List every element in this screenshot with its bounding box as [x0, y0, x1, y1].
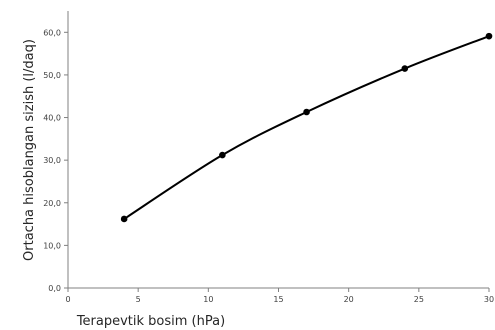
- x-tick-label: 10: [203, 295, 213, 304]
- data-point: [303, 108, 310, 116]
- y-tick-label: 60,0: [43, 28, 61, 37]
- y-tick-label: 30,0: [43, 156, 61, 165]
- data-point: [219, 151, 226, 159]
- x-tick-label: 20: [344, 295, 354, 304]
- x-tick-label: 30: [484, 295, 494, 304]
- y-tick-label: 40,0: [43, 114, 61, 123]
- x-tick-label: 15: [273, 295, 283, 304]
- y-tick-label: 0,0: [48, 284, 61, 293]
- y-axis-ticks: 0,0 10,0 20,0 30,0 40,0 50,0 60,0: [43, 28, 68, 293]
- data-point: [120, 215, 128, 223]
- x-tick-label: 25: [414, 295, 424, 304]
- y-tick-label: 20,0: [43, 199, 61, 208]
- x-axis-title: Terapevtik bosim (hPa): [76, 314, 225, 329]
- x-axis-ticks: 0 5 10 15 20 25 30: [65, 288, 494, 304]
- data-point: [485, 32, 493, 40]
- series-line: [123, 35, 490, 220]
- x-tick-label: 5: [136, 295, 141, 304]
- data-point: [401, 65, 409, 72]
- data-markers: [120, 32, 493, 223]
- y-axis-title: Ortacha hisoblangan sizish (l/daq): [22, 39, 37, 261]
- x-tick-label: 0: [65, 295, 70, 304]
- y-tick-label: 50,0: [43, 71, 61, 80]
- y-tick-label: 10,0: [43, 241, 61, 250]
